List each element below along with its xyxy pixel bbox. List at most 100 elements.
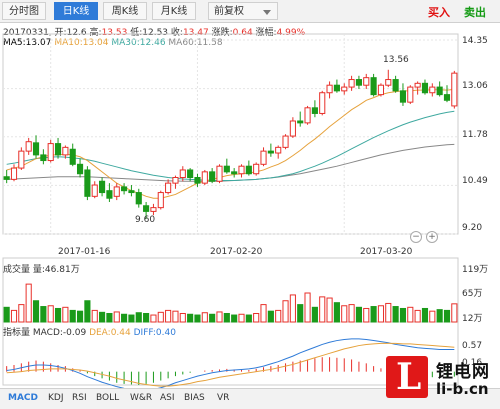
tab-rsi[interactable]: RSI (72, 393, 87, 403)
volume-bar (143, 312, 150, 323)
candle-body (165, 182, 172, 194)
tab-kdj[interactable]: KDJ (48, 393, 64, 403)
volume-bar (209, 313, 216, 323)
candle-body (25, 141, 32, 152)
low-label: 低: (130, 28, 143, 38)
volume-bar (3, 306, 10, 323)
dea-line (6, 342, 455, 387)
volume-bar (76, 310, 84, 323)
tab-vr[interactable]: VR (217, 393, 230, 403)
candle-body (172, 176, 179, 184)
candle-body (245, 165, 252, 175)
candle-body (150, 207, 157, 212)
candle-body (326, 84, 333, 94)
candle-body (10, 167, 18, 180)
volume-bar (348, 304, 355, 323)
candle-body (267, 150, 274, 154)
ma60-label: MA60:11.58 (168, 38, 223, 48)
volume-bar (201, 312, 208, 323)
macd-panel-frame (2, 321, 459, 386)
volume-bar (282, 300, 289, 323)
candle-body (348, 79, 355, 88)
change-label: 涨跌: (211, 28, 233, 38)
tab-macd[interactable]: MACD (8, 393, 38, 403)
candle-body (304, 107, 311, 124)
volume-bar (392, 306, 399, 323)
tab-wr[interactable]: W&R (130, 393, 153, 403)
low-annotation: 9.60 (135, 215, 156, 225)
candle-body (201, 171, 208, 184)
candle-body (76, 163, 84, 175)
candle-body (414, 82, 421, 88)
candle-body (113, 186, 120, 197)
pct-value: 4.99% (276, 28, 306, 38)
volume-bar (99, 311, 106, 323)
candle-body (216, 165, 223, 182)
volume-bar (275, 309, 282, 323)
candle-body (231, 171, 238, 175)
change-value: 0.64 (232, 28, 253, 38)
volume-tick: 65万 (462, 289, 483, 299)
candle-body (319, 92, 326, 114)
volume-bar (113, 311, 120, 323)
volume-bar (245, 314, 252, 323)
candle-body (297, 120, 304, 124)
volume-bar (421, 307, 429, 323)
buy-button[interactable]: 买入 (428, 6, 450, 19)
candle-body (341, 86, 348, 92)
macd-value: MACD:-0.09 (32, 328, 87, 338)
volume-bar (150, 314, 157, 323)
tab-boll[interactable]: BOLL (96, 393, 120, 403)
volume-bar (194, 314, 201, 323)
ma5-label: MA5:13.07 (3, 38, 52, 48)
macd-section-label: 指标量 (3, 328, 31, 338)
volume-bar (451, 303, 458, 323)
volume-bar (267, 310, 274, 323)
tab-daily-k[interactable]: 日K线 (54, 2, 98, 20)
kline-chart[interactable] (0, 0, 500, 388)
candle-body (363, 77, 370, 86)
volume-tick: 12万 (462, 314, 483, 324)
volume-legend: 成交量 量:46.81万 (3, 262, 80, 275)
quote-info-line: 20170331, 开:12.6 高:13.53 低:12.53 收:13.47… (3, 28, 306, 38)
volume-bar (304, 292, 311, 323)
logo-en-text: li-b.cn (436, 380, 489, 398)
volume-bar (429, 310, 436, 323)
tab-timeshare[interactable]: 分时图 (2, 2, 46, 20)
tab-weekly-k[interactable]: 周K线 (103, 2, 147, 20)
fuquan-dropdown[interactable]: 前复权 (208, 2, 278, 20)
zoom-out-button[interactable]: − (410, 231, 422, 243)
close-value: 13.47 (182, 28, 209, 38)
volume-bar (407, 306, 414, 323)
tab-bias[interactable]: BIAS (184, 393, 205, 403)
volume-bar (179, 312, 186, 323)
indicator-tab-bar: MACD KDJ RSI BOLL W&R ASI BIAS VR (0, 388, 500, 409)
high-annotation: 13.56 (383, 55, 409, 65)
tab-asi[interactable]: ASI (160, 393, 175, 403)
candle-body (3, 176, 10, 180)
volume-value: 量:46.81万 (32, 265, 80, 275)
volume-bar (69, 309, 76, 323)
zoom-in-button[interactable]: + (426, 231, 438, 243)
close-label: 收: (170, 28, 183, 38)
macd-legend: 指标量 MACD:-0.09 DEA:0.44 DIFF:0.40 (3, 325, 176, 338)
candle-body (275, 146, 282, 154)
volume-bar (128, 314, 135, 323)
candle-body (385, 79, 392, 86)
price-tick: 10.49 (462, 176, 488, 186)
volume-bar (443, 309, 451, 323)
quote-date: 20170331 (3, 28, 49, 38)
volume-bar (377, 305, 385, 323)
high-label: 高: (89, 28, 102, 38)
open-value: 12.6 (66, 28, 87, 38)
tab-monthly-k[interactable]: 月K线 (152, 2, 196, 20)
candle-body (18, 150, 25, 169)
volume-bar (326, 297, 333, 323)
candle-body (392, 79, 399, 92)
sell-button[interactable]: 卖出 (464, 6, 486, 19)
macd-tick: 0.57 (462, 341, 483, 351)
candle-body (289, 120, 296, 137)
candle-body (32, 142, 40, 156)
candle-body (429, 86, 436, 94)
candle-body (377, 84, 385, 96)
